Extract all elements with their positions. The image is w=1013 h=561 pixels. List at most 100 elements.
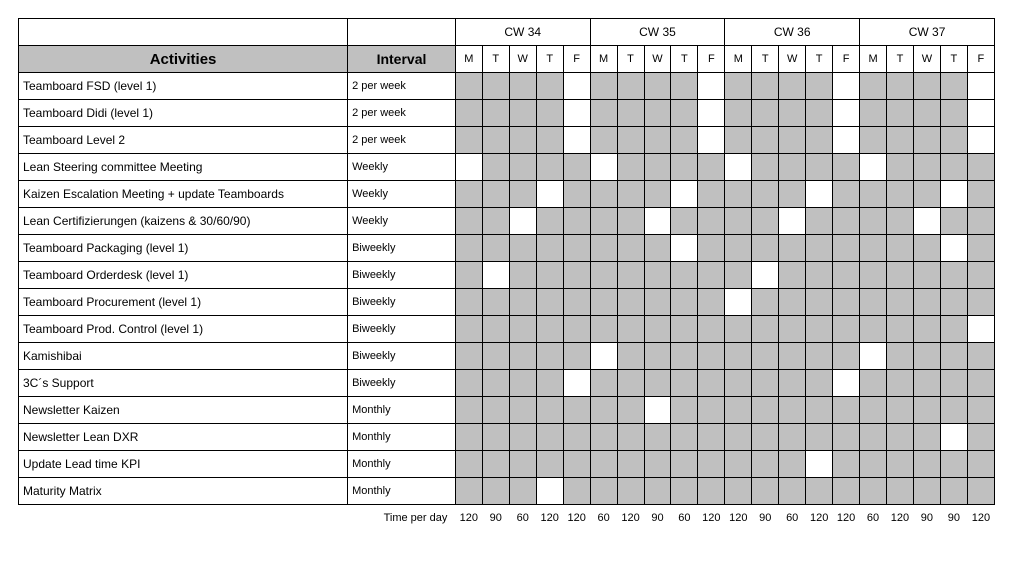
activity-cell: Teamboard FSD (level 1) — [19, 73, 348, 100]
activity-cell: Update Lead time KPI — [19, 451, 348, 478]
day-cell — [913, 316, 940, 343]
day-cell — [617, 262, 644, 289]
day-cell — [887, 208, 914, 235]
day-cell — [833, 289, 860, 316]
day-cell — [563, 100, 590, 127]
day-cell — [671, 127, 698, 154]
day-cell — [940, 289, 967, 316]
day-cell — [779, 181, 806, 208]
day-cell — [913, 478, 940, 505]
day-cell — [833, 154, 860, 181]
day-cell — [509, 181, 536, 208]
day-cell — [833, 451, 860, 478]
day-cell — [617, 181, 644, 208]
day-cell — [590, 343, 617, 370]
day-cell — [671, 73, 698, 100]
day-cell — [671, 397, 698, 424]
day-cell — [940, 478, 967, 505]
day-cell — [967, 127, 994, 154]
header-row-weeks: CW 34CW 35CW 36CW 37 — [19, 19, 995, 46]
day-cell — [563, 289, 590, 316]
footer-value: 120 — [455, 505, 482, 531]
interval-cell: Weekly — [348, 154, 456, 181]
activity-cell: Kamishibai — [19, 343, 348, 370]
day-cell — [967, 181, 994, 208]
day-cell — [536, 181, 563, 208]
day-cell — [698, 451, 725, 478]
day-cell — [860, 397, 887, 424]
day-cell — [806, 154, 833, 181]
day-cell — [590, 370, 617, 397]
day-cell — [752, 154, 779, 181]
day-cell — [590, 451, 617, 478]
day-cell — [967, 73, 994, 100]
day-cell — [913, 343, 940, 370]
day-cell — [671, 181, 698, 208]
day-cell — [644, 451, 671, 478]
day-cell — [482, 397, 509, 424]
day-cell — [698, 316, 725, 343]
table-row: 3C´s SupportBiweekly — [19, 370, 995, 397]
day-cell — [940, 343, 967, 370]
day-cell — [860, 100, 887, 127]
day-cell — [698, 181, 725, 208]
interval-cell: Biweekly — [348, 370, 456, 397]
day-cell — [698, 100, 725, 127]
day-cell — [455, 262, 482, 289]
day-header: W — [644, 46, 671, 73]
day-cell — [536, 397, 563, 424]
day-cell — [563, 397, 590, 424]
day-cell — [887, 397, 914, 424]
activity-cell: Newsletter Kaizen — [19, 397, 348, 424]
day-cell — [482, 370, 509, 397]
day-cell — [887, 424, 914, 451]
day-cell — [833, 316, 860, 343]
activity-cell: Teamboard Procurement (level 1) — [19, 289, 348, 316]
day-cell — [644, 478, 671, 505]
day-cell — [725, 127, 752, 154]
footer-value: 60 — [671, 505, 698, 531]
day-cell — [725, 451, 752, 478]
interval-cell: Biweekly — [348, 262, 456, 289]
day-cell — [860, 262, 887, 289]
day-cell — [860, 73, 887, 100]
day-cell — [967, 100, 994, 127]
day-cell — [779, 370, 806, 397]
day-cell — [509, 262, 536, 289]
day-cell — [590, 478, 617, 505]
day-cell — [509, 316, 536, 343]
day-cell — [913, 127, 940, 154]
day-cell — [725, 424, 752, 451]
day-cell — [752, 478, 779, 505]
day-cell — [940, 73, 967, 100]
activities-header: Activities — [19, 46, 348, 73]
day-cell — [752, 289, 779, 316]
day-cell — [967, 397, 994, 424]
day-cell — [590, 154, 617, 181]
day-cell — [455, 343, 482, 370]
activity-cell: Maturity Matrix — [19, 478, 348, 505]
day-cell — [779, 127, 806, 154]
activity-cell: Teamboard Didi (level 1) — [19, 100, 348, 127]
day-cell — [806, 100, 833, 127]
day-cell — [482, 262, 509, 289]
activity-cell: Lean Steering committee Meeting — [19, 154, 348, 181]
footer-value: 120 — [967, 505, 994, 531]
day-cell — [509, 289, 536, 316]
day-cell — [563, 424, 590, 451]
day-cell — [671, 424, 698, 451]
day-cell — [779, 154, 806, 181]
day-header: M — [590, 46, 617, 73]
day-cell — [940, 235, 967, 262]
day-header: F — [967, 46, 994, 73]
day-cell — [644, 316, 671, 343]
day-header: T — [482, 46, 509, 73]
day-header: T — [752, 46, 779, 73]
day-cell — [482, 208, 509, 235]
day-cell — [967, 235, 994, 262]
day-cell — [698, 235, 725, 262]
table-row: Newsletter Lean DXRMonthly — [19, 424, 995, 451]
interval-cell: Monthly — [348, 397, 456, 424]
week-header: CW 37 — [860, 19, 995, 46]
day-header: T — [671, 46, 698, 73]
